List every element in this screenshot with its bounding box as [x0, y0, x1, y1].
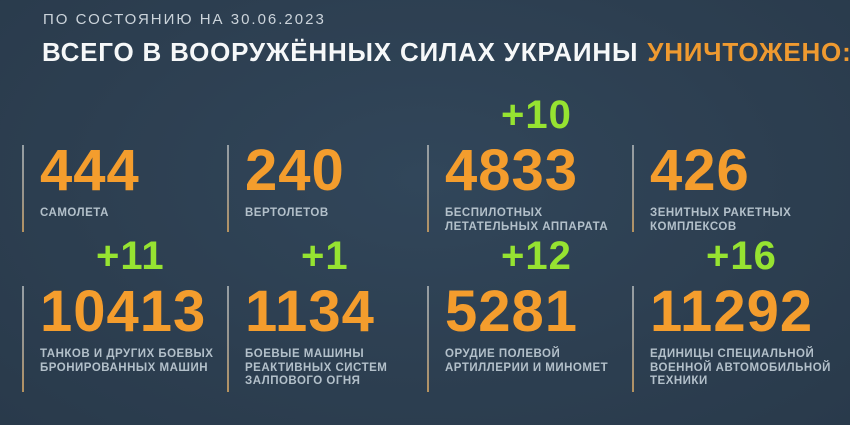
stat-label: ЗЕНИТНЫХ РАКЕТНЫХ КОМПЛЕКСОВ — [650, 207, 792, 233]
stat-tanks-armored-vehicles: +11 10413 ТАНКОВ И ДРУГИХ БОЕВЫХ БРОНИРО… — [22, 236, 236, 392]
stat-label: БЕСПИЛОТНЫХ ЛЕТАТЕЛЬНЫХ АППАРАТА — [445, 207, 609, 233]
stat-label: ОРУДИЕ ПОЛЕВОЙ АРТИЛЛЕРИИ И МИНОМЕТ — [445, 348, 609, 374]
stat-delta: +16 — [706, 234, 777, 278]
title-main: ВСЕГО В ВООРУЖЁННЫХ СИЛАХ УКРАИНЫ — [42, 37, 639, 67]
stat-label: ТАНКОВ И ДРУГИХ БОЕВЫХ БРОНИРОВАННЫХ МАШ… — [40, 348, 214, 374]
report-date: ПО СОСТОЯНИЮ НА 30.06.2023 — [43, 11, 326, 28]
stat-value: 4833 — [445, 138, 579, 203]
stat-helicopters: 240 ВЕРТОЛЕТОВ — [227, 138, 441, 232]
stat-label: ВЕРТОЛЕТОВ — [245, 207, 329, 219]
stat-artillery-mortars: +12 5281 ОРУДИЕ ПОЛЕВОЙ АРТИЛЛЕРИИ И МИН… — [427, 236, 641, 392]
stat-military-vehicles: +16 11292 ЕДИНИЦЫ СПЕЦИАЛЬНОЙ ВОЕННОЙ АВ… — [632, 236, 846, 392]
stat-value: 240 — [245, 138, 345, 203]
stat-label: БОЕВЫЕ МАШИНЫ РЕАКТИВНЫХ СИСТЕМ ЗАЛПОВОГ… — [245, 348, 388, 387]
stat-delta: +12 — [501, 234, 572, 278]
title-highlight: УНИЧТОЖЕНО: — [647, 37, 850, 67]
stat-label: ЕДИНИЦЫ СПЕЦИАЛЬНОЙ ВОЕННОЙ АВТОМОБИЛЬНО… — [650, 348, 831, 387]
stat-uavs: +10 4833 БЕСПИЛОТНЫХ ЛЕТАТЕЛЬНЫХ АППАРАТ… — [427, 95, 641, 234]
stat-delta: +1 — [301, 234, 349, 278]
stat-value: 426 — [650, 138, 750, 203]
stat-mlrs: +1 1134 БОЕВЫЕ МАШИНЫ РЕАКТИВНЫХ СИСТЕМ … — [227, 236, 441, 392]
stat-value: 5281 — [445, 279, 579, 344]
stat-delta: +10 — [501, 93, 572, 137]
stat-sam-systems: 426 ЗЕНИТНЫХ РАКЕТНЫХ КОМПЛЕКСОВ — [632, 142, 846, 234]
stat-value: 444 — [40, 138, 140, 203]
stat-delta: +11 — [96, 234, 165, 278]
stat-label: САМОЛЕТА — [40, 207, 109, 219]
page-title: ВСЕГО В ВООРУЖЁННЫХ СИЛАХ УКРАИНЫ УНИЧТОЖ… — [42, 37, 850, 68]
stat-value: 11292 — [650, 279, 814, 344]
stat-value: 1134 — [245, 279, 375, 344]
stat-aircraft: 444 САМОЛЕТА — [22, 138, 236, 232]
stat-value: 10413 — [40, 279, 207, 344]
